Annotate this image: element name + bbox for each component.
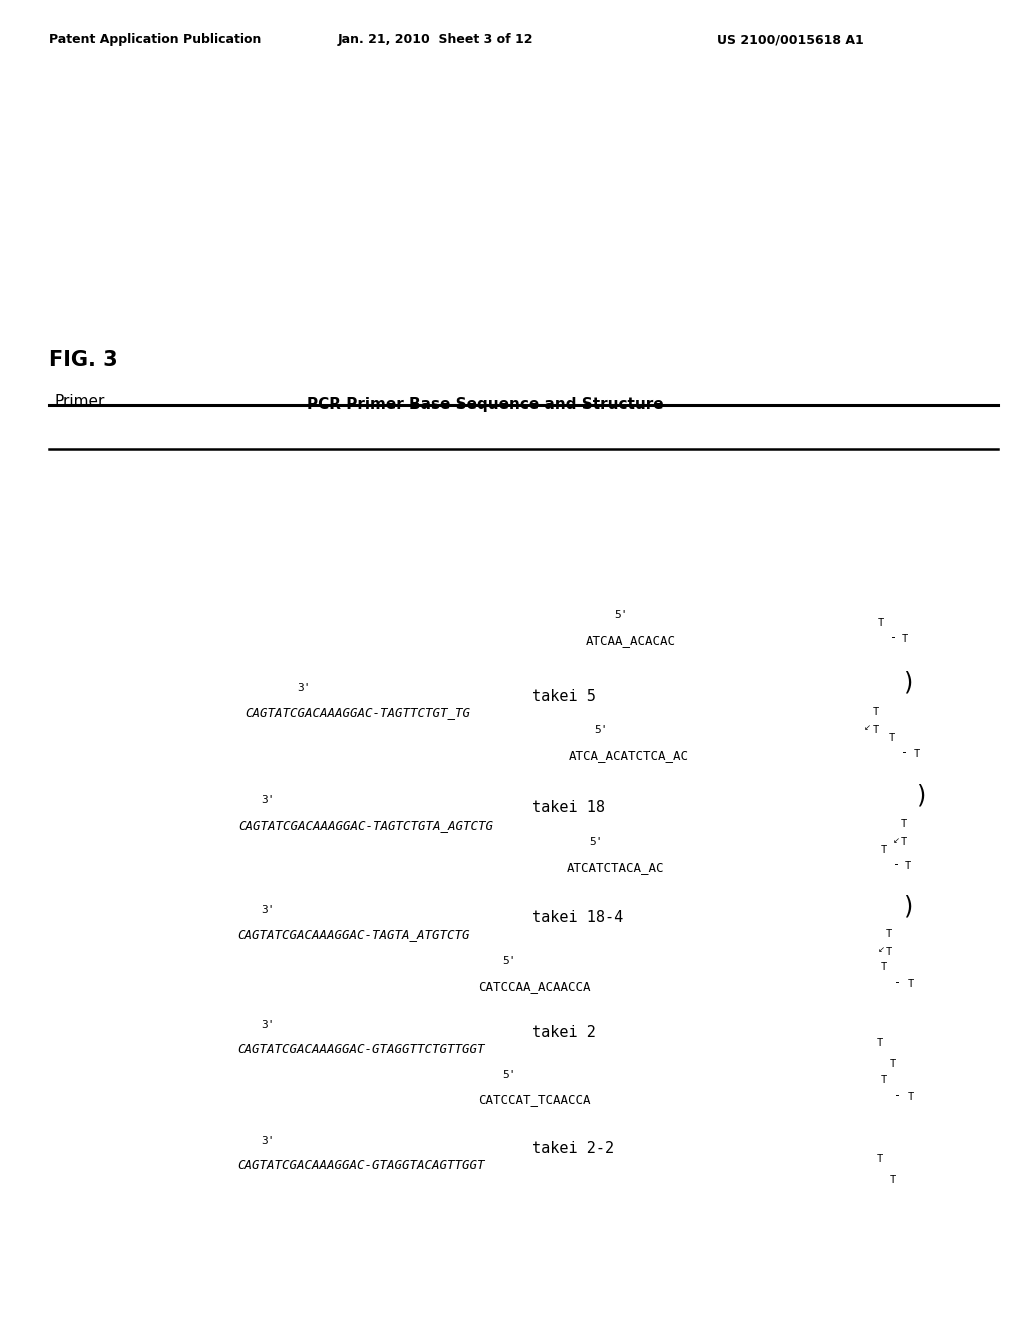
Text: $\swarrow$: $\swarrow$ xyxy=(876,945,885,954)
Text: T: T xyxy=(901,837,907,847)
Text: 3': 3' xyxy=(297,682,310,693)
Text: T: T xyxy=(890,1059,896,1069)
Text: T: T xyxy=(881,1074,887,1085)
Text: T: T xyxy=(886,928,892,939)
Text: T: T xyxy=(877,1038,883,1048)
Text: CATCCAA_ACAACCA: CATCCAA_ACAACCA xyxy=(478,979,591,993)
Text: T: T xyxy=(878,618,884,628)
Text: 5': 5' xyxy=(502,956,515,966)
Text: T: T xyxy=(901,818,907,829)
Text: -: - xyxy=(890,631,897,644)
Text: T: T xyxy=(872,706,879,717)
Text: 5': 5' xyxy=(594,725,607,735)
Text: Jan. 21, 2010  Sheet 3 of 12: Jan. 21, 2010 Sheet 3 of 12 xyxy=(338,33,534,46)
Text: $\swarrow$: $\swarrow$ xyxy=(862,723,871,733)
Text: T: T xyxy=(907,978,913,989)
Text: T: T xyxy=(905,861,911,871)
Text: 3': 3' xyxy=(261,904,274,915)
Text: ATCA_ACATCTCA_AC: ATCA_ACATCTCA_AC xyxy=(568,748,688,762)
Text: T: T xyxy=(913,748,920,759)
Text: takei 18-4: takei 18-4 xyxy=(532,909,624,925)
Text: 3': 3' xyxy=(261,795,274,805)
Text: ATCAA_ACACAC: ATCAA_ACACAC xyxy=(586,634,676,647)
Text: $\swarrow$: $\swarrow$ xyxy=(891,836,900,845)
Text: T: T xyxy=(881,961,887,972)
Text: 5': 5' xyxy=(502,1069,515,1080)
Text: T: T xyxy=(890,1175,896,1185)
Text: takei 18: takei 18 xyxy=(532,800,605,816)
Text: Primer: Primer xyxy=(54,395,104,409)
Text: -: - xyxy=(901,746,908,759)
Text: takei 5: takei 5 xyxy=(532,689,596,705)
Text: CAGTATCGACAAAGGAC-TAGTA_ATGTCTG: CAGTATCGACAAAGGAC-TAGTA_ATGTCTG xyxy=(238,928,470,941)
Text: ): ) xyxy=(901,895,915,919)
Text: ): ) xyxy=(901,671,915,694)
Text: T: T xyxy=(872,725,879,735)
Text: T: T xyxy=(907,1092,913,1102)
Text: CAGTATCGACAAAGGAC-TAGTCTGTA_AGTCTG: CAGTATCGACAAAGGAC-TAGTCTGTA_AGTCTG xyxy=(239,818,494,832)
Text: ATCATCTACA_AC: ATCATCTACA_AC xyxy=(566,861,664,874)
Text: Patent Application Publication: Patent Application Publication xyxy=(49,33,261,46)
Text: -: - xyxy=(893,858,900,871)
Text: US 2100/0015618 A1: US 2100/0015618 A1 xyxy=(717,33,863,46)
Text: FIG. 3: FIG. 3 xyxy=(49,350,118,370)
Text: takei 2-2: takei 2-2 xyxy=(532,1140,614,1156)
Text: 5': 5' xyxy=(614,610,628,620)
Text: T: T xyxy=(886,946,892,957)
Text: takei 2: takei 2 xyxy=(532,1024,596,1040)
Text: 5': 5' xyxy=(589,837,602,847)
Text: CAGTATCGACAAAGGAC-TAGTTCTGT_TG: CAGTATCGACAAAGGAC-TAGTTCTGT_TG xyxy=(246,706,471,719)
Text: ): ) xyxy=(914,784,929,808)
Text: CAGTATCGACAAAGGAC-GTAGGTTCTGTTGGT: CAGTATCGACAAAGGAC-GTAGGTTCTGTTGGT xyxy=(238,1043,485,1056)
Text: -: - xyxy=(894,975,901,989)
Text: T: T xyxy=(889,733,895,743)
Text: 3': 3' xyxy=(261,1019,274,1030)
Text: -: - xyxy=(894,1089,901,1102)
Text: 3': 3' xyxy=(261,1135,274,1146)
Text: T: T xyxy=(902,634,908,644)
Text: T: T xyxy=(881,845,887,855)
Text: T: T xyxy=(877,1154,883,1164)
Text: PCR Primer Base Sequence and Structure: PCR Primer Base Sequence and Structure xyxy=(307,397,664,412)
Text: CATCCAT_TCAACCA: CATCCAT_TCAACCA xyxy=(478,1093,591,1106)
Text: CAGTATCGACAAAGGAC-GTAGGTACAGTTGGT: CAGTATCGACAAAGGAC-GTAGGTACAGTTGGT xyxy=(238,1159,485,1172)
